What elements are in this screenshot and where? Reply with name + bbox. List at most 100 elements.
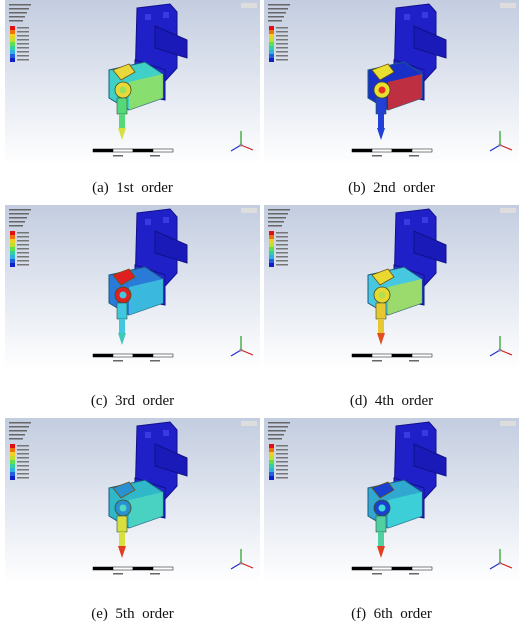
legend-swatch bbox=[10, 58, 15, 62]
header-line bbox=[9, 426, 29, 428]
mode-shape-image bbox=[5, 418, 260, 583]
legend-text bbox=[17, 465, 29, 467]
scale-bar bbox=[133, 354, 153, 357]
legend-text bbox=[276, 31, 288, 33]
scale-text bbox=[409, 360, 419, 362]
scale-text bbox=[372, 573, 382, 575]
stem bbox=[376, 98, 386, 114]
legend-text bbox=[17, 449, 29, 451]
header-line bbox=[9, 434, 25, 436]
stem bbox=[117, 516, 127, 532]
legend-swatch bbox=[10, 26, 15, 30]
scale-bar bbox=[412, 567, 432, 570]
legend-swatch bbox=[10, 476, 15, 480]
legend-text bbox=[17, 469, 29, 471]
header-line bbox=[9, 8, 29, 10]
scale-bar bbox=[392, 354, 412, 357]
legend-text bbox=[276, 236, 288, 238]
header-line bbox=[9, 430, 27, 432]
legend-text bbox=[17, 248, 29, 250]
scale-text bbox=[150, 573, 160, 575]
caption: (b) 2nd order bbox=[264, 180, 519, 197]
legend-text bbox=[276, 473, 288, 475]
scale-text bbox=[409, 573, 419, 575]
legend-swatch bbox=[10, 259, 15, 263]
stem bbox=[119, 532, 125, 546]
legend-text bbox=[17, 240, 29, 242]
header-line bbox=[268, 12, 286, 14]
legend-text bbox=[276, 27, 288, 29]
legend-swatch bbox=[10, 468, 15, 472]
mode-shape-image bbox=[5, 0, 260, 165]
header-line bbox=[9, 225, 23, 227]
joint-inner bbox=[120, 87, 127, 94]
legend-text bbox=[17, 461, 29, 463]
legend-swatch bbox=[10, 50, 15, 54]
logo bbox=[241, 3, 257, 8]
caption: (c) 3rd order bbox=[5, 393, 260, 410]
figure: (a) 1st order (b) 2nd order (c) 3rd orde… bbox=[0, 0, 521, 627]
legend-swatch bbox=[10, 243, 15, 247]
scale-text bbox=[372, 155, 382, 157]
scale-bar bbox=[153, 567, 173, 570]
stem bbox=[117, 303, 127, 319]
legend-text bbox=[276, 469, 288, 471]
legend-swatch bbox=[269, 476, 274, 480]
legend-swatch bbox=[10, 251, 15, 255]
legend-text bbox=[276, 465, 288, 467]
legend-swatch bbox=[10, 54, 15, 58]
legend-swatch bbox=[10, 460, 15, 464]
header-line bbox=[9, 12, 27, 14]
legend-swatch bbox=[10, 456, 15, 460]
legend-swatch bbox=[269, 42, 274, 46]
logo bbox=[500, 208, 516, 213]
legend-text bbox=[276, 59, 288, 61]
bolt bbox=[404, 14, 410, 20]
bolt bbox=[163, 12, 169, 18]
header-line bbox=[268, 225, 282, 227]
legend-swatch bbox=[269, 448, 274, 452]
legend-swatch bbox=[269, 460, 274, 464]
legend-text bbox=[17, 47, 29, 49]
legend-swatch bbox=[269, 464, 274, 468]
scale-bar bbox=[93, 567, 113, 570]
legend-swatch bbox=[269, 46, 274, 50]
legend-text bbox=[276, 453, 288, 455]
bolt bbox=[163, 430, 169, 436]
triad-origin bbox=[240, 349, 243, 352]
scale-bar bbox=[372, 149, 392, 152]
legend-text bbox=[276, 55, 288, 57]
stem bbox=[378, 532, 384, 546]
scale-bar bbox=[352, 567, 372, 570]
legend-swatch bbox=[269, 456, 274, 460]
legend-text bbox=[17, 264, 29, 266]
bolt bbox=[145, 432, 151, 438]
legend-swatch bbox=[10, 472, 15, 476]
mode-shape-image bbox=[264, 0, 519, 165]
joint-inner bbox=[379, 87, 386, 94]
legend-swatch bbox=[10, 255, 15, 259]
caption: (d) 4th order bbox=[264, 393, 519, 410]
legend-swatch bbox=[269, 26, 274, 30]
header-line bbox=[9, 422, 31, 424]
legend-swatch bbox=[10, 34, 15, 38]
legend-swatch bbox=[269, 255, 274, 259]
bolt bbox=[145, 14, 151, 20]
scale-bar bbox=[352, 149, 372, 152]
triad-origin bbox=[499, 144, 502, 147]
legend-swatch bbox=[269, 243, 274, 247]
legend-text bbox=[17, 236, 29, 238]
header-line bbox=[9, 20, 23, 22]
legend-text bbox=[17, 473, 29, 475]
logo bbox=[500, 421, 516, 426]
legend-swatch bbox=[269, 54, 274, 58]
legend-swatch bbox=[269, 468, 274, 472]
legend-text bbox=[276, 39, 288, 41]
legend-text bbox=[17, 39, 29, 41]
legend-text bbox=[17, 252, 29, 254]
stem bbox=[119, 319, 125, 333]
legend-swatch bbox=[10, 239, 15, 243]
scale-bar bbox=[153, 149, 173, 152]
logo bbox=[500, 3, 516, 8]
stem bbox=[378, 114, 384, 128]
